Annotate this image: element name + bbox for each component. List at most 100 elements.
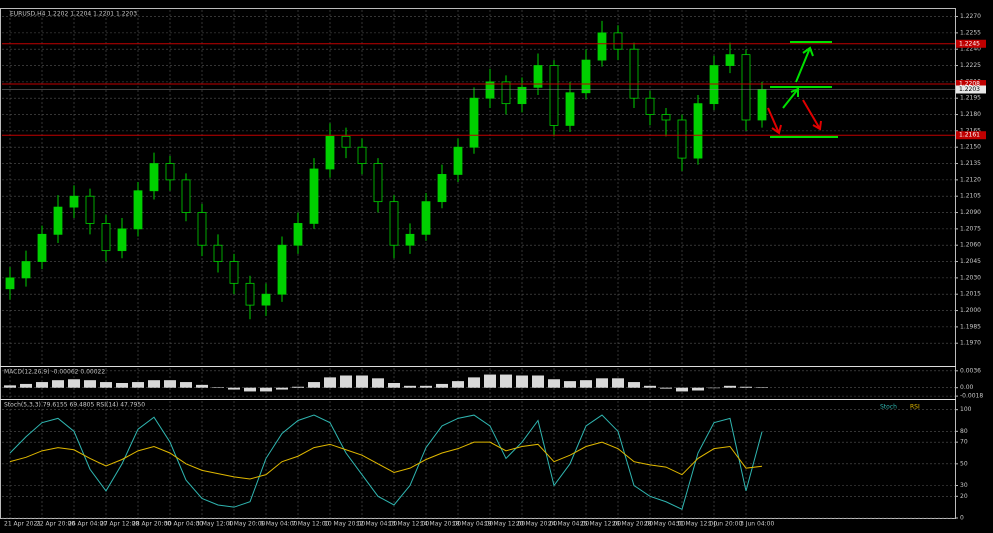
candle-body: [133, 190, 143, 230]
x-tick-label: 7 May 12:00: [292, 521, 330, 528]
macd-bar: [20, 383, 32, 388]
macd-bar: [388, 383, 400, 388]
x-tick-label: 27 Apr 12:00: [100, 521, 139, 528]
macd-bar: [596, 378, 608, 388]
level-label: 1.2245: [959, 40, 980, 47]
y-tick-label: 1.2120: [960, 176, 981, 183]
candle-body: [341, 135, 351, 148]
macd-bar: [452, 381, 464, 388]
y-tick-label: 0.00: [960, 384, 974, 391]
y-tick-label: 100: [960, 406, 972, 413]
macd-bar: [116, 383, 128, 388]
macd-bar: [148, 380, 160, 388]
macd-bar: [340, 375, 352, 388]
macd-bar: [100, 382, 112, 388]
macd-bar: [420, 385, 432, 388]
macd-bar: [708, 387, 720, 389]
arrow-head: [771, 124, 782, 135]
macd-bar: [180, 382, 192, 388]
y-tick-label: 1.2195: [960, 95, 981, 102]
macd-bar: [676, 387, 688, 392]
y-tick-label: 20: [960, 493, 968, 500]
macd-bar: [644, 385, 656, 388]
candle-body: [405, 233, 415, 246]
arrow: [767, 107, 780, 134]
candle-body: [757, 89, 767, 121]
candle-body: [565, 92, 575, 126]
arrow: [802, 99, 821, 130]
arrow-head: [790, 87, 799, 97]
macd-bar: [308, 382, 320, 388]
macd-bar: [228, 387, 240, 390]
candle-body: [117, 228, 127, 252]
macd-bar: [612, 378, 624, 388]
candle-body: [229, 261, 239, 284]
candle-body: [517, 86, 527, 105]
y-tick-label: 1.2180: [960, 111, 981, 118]
level-label: 1.2208: [959, 81, 980, 88]
chart-title: EURUSD,H4 1.2202 1.2204 1.2201 1.2203: [10, 11, 137, 18]
candle-body: [357, 146, 367, 164]
x-tick-label: 4 May 20:00: [228, 521, 266, 528]
candle-body: [85, 195, 95, 224]
macd-bar: [372, 378, 384, 388]
x-tick-label: 22 Apr 20:00: [36, 521, 75, 528]
y-tick-label: 1.2255: [960, 29, 981, 36]
y-tick-label: -0.0018: [960, 393, 983, 400]
macd-bar: [292, 386, 304, 388]
candle-body: [453, 146, 463, 175]
y-tick-label: 1.2045: [960, 258, 981, 265]
macd-bar: [692, 387, 704, 391]
macd-bar: [164, 380, 176, 388]
y-tick-label: 1.2165: [960, 127, 981, 134]
candle-body: [677, 119, 687, 159]
candle-body: [645, 97, 655, 115]
y-tick-label: 1.2060: [960, 242, 981, 249]
candle-body: [277, 244, 287, 295]
last-price-label: 1.2203: [959, 86, 980, 93]
macd-bar: [532, 375, 544, 388]
macd-bar: [4, 385, 16, 388]
series-line: [9, 414, 763, 511]
candle-body: [421, 201, 431, 235]
candle-body: [709, 65, 719, 105]
macd-bar: [356, 375, 368, 388]
macd-bar: [68, 379, 80, 388]
candle-body: [245, 282, 255, 306]
x-tick-label: 24 May 04:00: [548, 521, 589, 528]
level-tag: [956, 39, 986, 48]
macd-bar: [244, 387, 256, 392]
macd-title: MACD(12,26,9) -0.00062 0.00022: [4, 369, 105, 376]
y-tick-label: 1.2105: [960, 193, 981, 200]
y-tick-label: 1.2075: [960, 225, 981, 232]
x-tick-label: 10 May 20:00: [324, 521, 365, 528]
x-tick-label: 26 Apr 04:00: [68, 521, 107, 528]
macd-bar: [468, 377, 480, 388]
y-tick-label: 30: [960, 482, 968, 489]
x-tick-label: 28 Apr 20:00: [132, 521, 171, 528]
candle-body: [597, 32, 607, 61]
candle-body: [309, 168, 319, 224]
macd-bar: [580, 380, 592, 388]
macd-bar: [436, 383, 448, 388]
x-tick-label: 31 May 12:00: [676, 521, 717, 528]
macd-bar: [212, 387, 224, 388]
candle-body: [629, 48, 639, 99]
macd-bar: [516, 375, 528, 388]
candle-body: [5, 277, 15, 290]
candle-body: [389, 201, 399, 246]
candle-body: [37, 233, 47, 262]
y-tick-label: 0: [960, 515, 964, 522]
x-tick-label: 19 May 12:00: [484, 521, 525, 528]
annotation-arrows: [767, 41, 838, 138]
candle-body: [149, 163, 159, 192]
macd-bar: [564, 381, 576, 388]
arrow: [795, 47, 811, 83]
y-tick-label: 1.1970: [960, 340, 981, 347]
x-tick-label: 30 Apr 04:00: [164, 521, 203, 528]
candle-body: [373, 163, 383, 203]
candle-body: [469, 97, 479, 148]
candle-body: [725, 54, 735, 66]
y-tick-label: 1.2135: [960, 160, 981, 167]
